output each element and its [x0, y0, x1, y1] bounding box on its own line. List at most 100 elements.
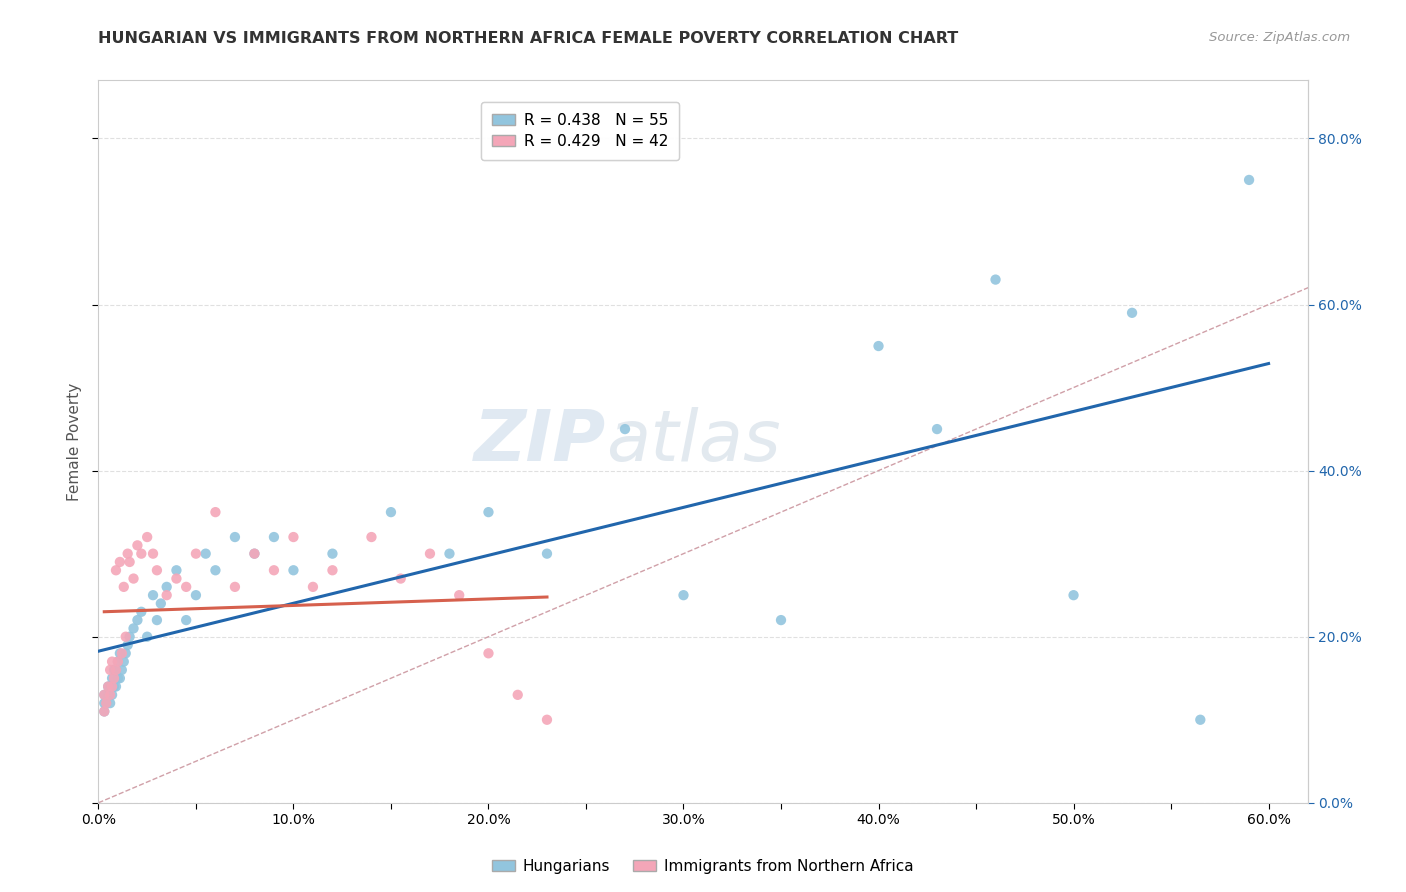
- Point: [419, 547, 441, 561]
- Point: [321, 563, 343, 577]
- Point: [107, 655, 129, 669]
- Point: [93, 696, 115, 710]
- Point: [104, 680, 127, 694]
- Point: [104, 563, 127, 577]
- Point: [1121, 306, 1143, 320]
- Point: [98, 680, 121, 694]
- Point: [111, 646, 134, 660]
- Point: [149, 597, 172, 611]
- Point: [439, 547, 461, 561]
- Point: [321, 547, 343, 561]
- Legend: R = 0.438   N = 55, R = 0.429   N = 42: R = 0.438 N = 55, R = 0.429 N = 42: [481, 103, 679, 160]
- Point: [204, 505, 226, 519]
- Point: [224, 530, 246, 544]
- Point: [380, 505, 402, 519]
- Point: [1189, 713, 1212, 727]
- Point: [243, 547, 266, 561]
- Point: [122, 621, 145, 635]
- Point: [101, 655, 124, 669]
- Point: [477, 646, 499, 660]
- Point: [108, 646, 131, 660]
- Point: [93, 705, 115, 719]
- Point: [204, 563, 226, 577]
- Point: [101, 688, 124, 702]
- Point: [136, 530, 159, 544]
- Point: [107, 671, 129, 685]
- Point: [112, 655, 135, 669]
- Point: [360, 530, 382, 544]
- Point: [449, 588, 471, 602]
- Legend: Hungarians, Immigrants from Northern Africa: Hungarians, Immigrants from Northern Afr…: [486, 853, 920, 880]
- Point: [97, 680, 120, 694]
- Point: [104, 663, 127, 677]
- Point: [1237, 173, 1260, 187]
- Point: [194, 547, 217, 561]
- Point: [477, 505, 499, 519]
- Point: [117, 638, 139, 652]
- Point: [165, 563, 187, 577]
- Point: [93, 705, 115, 719]
- Point: [127, 538, 149, 552]
- Point: [263, 563, 285, 577]
- Point: [108, 671, 131, 685]
- Text: Source: ZipAtlas.com: Source: ZipAtlas.com: [1209, 31, 1350, 45]
- Point: [536, 547, 558, 561]
- Point: [302, 580, 325, 594]
- Point: [97, 688, 120, 702]
- Point: [93, 688, 115, 702]
- Point: [97, 680, 120, 694]
- Point: [165, 572, 187, 586]
- Point: [118, 555, 141, 569]
- Point: [184, 588, 207, 602]
- Point: [769, 613, 792, 627]
- Text: HUNGARIAN VS IMMIGRANTS FROM NORTHERN AFRICA FEMALE POVERTY CORRELATION CHART: HUNGARIAN VS IMMIGRANTS FROM NORTHERN AF…: [98, 31, 959, 46]
- Point: [925, 422, 948, 436]
- Point: [146, 563, 169, 577]
- Point: [984, 272, 1007, 286]
- Point: [263, 530, 285, 544]
- Point: [868, 339, 890, 353]
- Point: [103, 671, 125, 685]
- Point: [98, 688, 121, 702]
- Point: [1063, 588, 1085, 602]
- Point: [117, 547, 139, 561]
- Point: [131, 547, 153, 561]
- Point: [243, 547, 266, 561]
- Point: [98, 696, 121, 710]
- Point: [107, 655, 129, 669]
- Point: [127, 613, 149, 627]
- Point: [96, 696, 118, 710]
- Point: [142, 588, 165, 602]
- Point: [672, 588, 695, 602]
- Point: [131, 605, 153, 619]
- Point: [93, 688, 115, 702]
- Point: [174, 580, 197, 594]
- Point: [108, 555, 131, 569]
- Point: [184, 547, 207, 561]
- Point: [114, 646, 136, 660]
- Point: [283, 530, 305, 544]
- Point: [506, 688, 529, 702]
- Point: [98, 663, 121, 677]
- Point: [224, 580, 246, 594]
- Point: [112, 580, 135, 594]
- Point: [101, 680, 124, 694]
- Point: [136, 630, 159, 644]
- Text: atlas: atlas: [606, 407, 780, 476]
- Point: [174, 613, 197, 627]
- Point: [122, 572, 145, 586]
- Point: [389, 572, 412, 586]
- Point: [103, 663, 125, 677]
- Point: [146, 613, 169, 627]
- Point: [103, 680, 125, 694]
- Point: [111, 663, 134, 677]
- Point: [614, 422, 637, 436]
- Point: [118, 630, 141, 644]
- Y-axis label: Female Poverty: Female Poverty: [67, 383, 83, 500]
- Point: [156, 580, 179, 594]
- Point: [114, 630, 136, 644]
- Point: [96, 696, 118, 710]
- Point: [536, 713, 558, 727]
- Point: [104, 663, 127, 677]
- Point: [142, 547, 165, 561]
